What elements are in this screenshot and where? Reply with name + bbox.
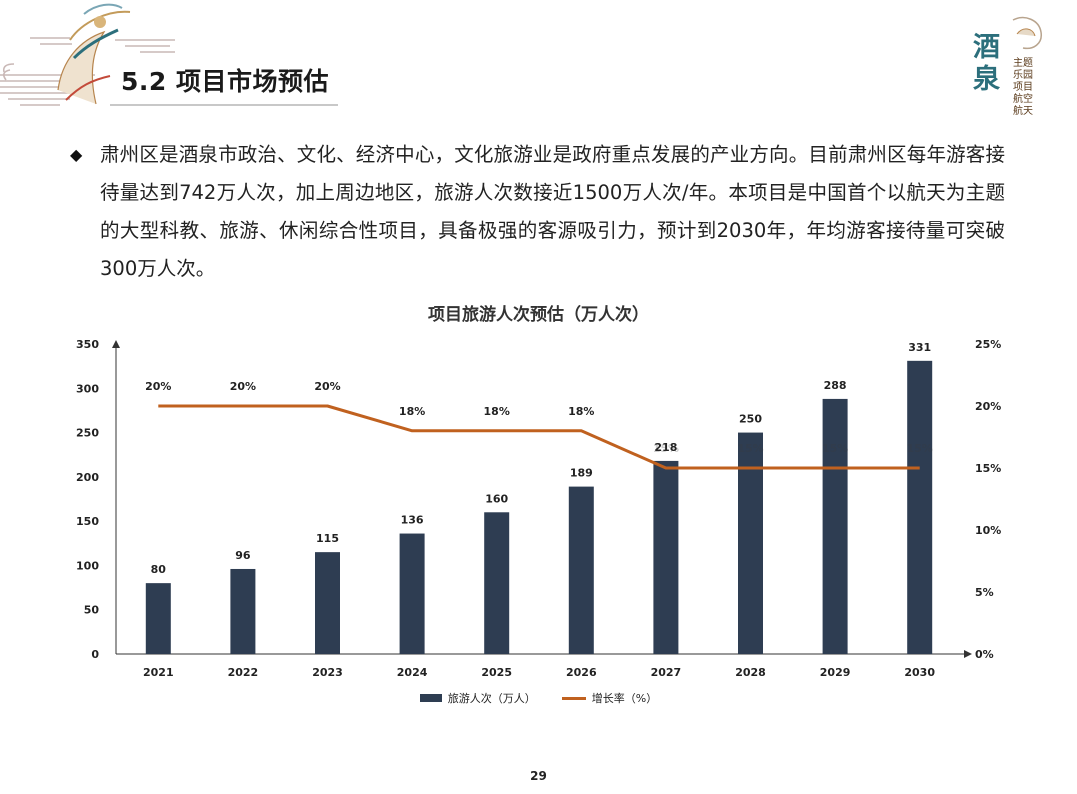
bar <box>822 398 848 654</box>
bar-value-label: 96 <box>235 549 251 562</box>
bar <box>399 533 425 654</box>
intro-paragraph: 肃州区是酒泉市政治、文化、经济中心，文化旅游业是政府重点发展的产业方向。目前肃州… <box>100 143 1005 280</box>
y-right-tick-label: 5% <box>975 586 994 599</box>
y-left-tick-label: 250 <box>76 427 99 440</box>
growth-value-label: 18% <box>399 405 425 418</box>
x-tick-label: 2021 <box>143 666 174 679</box>
y-right-tick-label: 10% <box>975 524 1001 537</box>
growth-value-label: 15% <box>822 442 848 455</box>
chart-title: 项目旅游人次预估（万人次） <box>428 305 649 325</box>
x-tick-label: 2025 <box>481 666 512 679</box>
growth-value-label: 15% <box>653 442 679 455</box>
logo-subtitle: 主题乐园项目航空航天 <box>1013 58 1033 117</box>
legend-item-visitors: 旅游人次（万人） <box>419 690 536 706</box>
y-left-tick-label: 350 <box>76 338 99 351</box>
growth-value-label: 18% <box>484 405 510 418</box>
page-title: 5.2 项目市场预估 <box>121 67 329 96</box>
bullet-icon: ◆ <box>70 145 83 164</box>
x-axis-arrow-icon <box>964 650 972 658</box>
y-left-tick-label: 200 <box>76 471 99 484</box>
growth-value-label: 18% <box>568 405 594 418</box>
bar-value-label: 189 <box>570 467 593 480</box>
chart-legend: 旅游人次（万人） 增长率（%） <box>0 690 1077 706</box>
bar <box>907 360 933 654</box>
brand-logo: 酒 泉 主题乐园项目航空航天 <box>973 14 1045 134</box>
logo-char-1: 酒 <box>973 32 1000 63</box>
y-axis-arrow-icon <box>112 340 120 348</box>
y-left-tick-label: 100 <box>76 559 99 572</box>
legend-item-growth: 增长率（%） <box>561 690 658 706</box>
legend-swatch-line <box>561 696 586 700</box>
y-left-tick-label: 300 <box>76 382 99 395</box>
growth-value-label: 20% <box>314 380 340 393</box>
bar-value-label: 331 <box>908 341 931 354</box>
bar-value-label: 288 <box>824 379 847 392</box>
bar <box>653 460 679 654</box>
y-right-tick-label: 15% <box>975 462 1001 475</box>
header-ornament <box>0 3 175 106</box>
x-tick-label: 2026 <box>566 666 597 679</box>
logo-ornament-icon <box>1012 16 1042 50</box>
growth-value-label: 20% <box>230 380 256 393</box>
bar-value-label: 136 <box>401 514 424 527</box>
x-tick-label: 2030 <box>904 666 935 679</box>
bar-value-label: 115 <box>316 532 339 545</box>
bar-value-label: 218 <box>654 441 677 454</box>
growth-line <box>158 404 920 470</box>
y-right-tick-label: 0% <box>975 648 994 661</box>
bar-value-label: 250 <box>739 413 762 426</box>
bar <box>315 552 340 654</box>
x-tick-label: 2028 <box>735 666 766 679</box>
bar <box>738 432 763 654</box>
growth-value-label: 15% <box>737 442 763 455</box>
x-tick-label: 2024 <box>397 666 428 679</box>
title-underline <box>110 104 338 106</box>
x-tick-label: 2022 <box>228 666 259 679</box>
bar <box>484 512 510 654</box>
bar-value-label: 160 <box>485 492 508 505</box>
bar <box>230 568 256 654</box>
x-tick-label: 2023 <box>312 666 343 679</box>
legend-label-growth: 增长率（%） <box>591 692 658 705</box>
bar <box>568 486 594 654</box>
y-left-tick-label: 150 <box>76 515 99 528</box>
legend-label-visitors: 旅游人次（万人） <box>447 692 536 705</box>
page-number: 29 <box>530 769 547 783</box>
y-left-tick-label: 50 <box>84 604 100 617</box>
y-left-tick-label: 0 <box>91 648 99 661</box>
y-right-tick-label: 20% <box>975 400 1001 413</box>
bar <box>145 583 171 654</box>
growth-value-label: 20% <box>145 380 171 393</box>
bar-value-label: 80 <box>151 563 167 576</box>
tourism-chart: 0 50 100 150 200 250 300 350 0% 5% 10% 15% 20% 25% 202… <box>76 338 1001 679</box>
x-tick-label: 2027 <box>651 666 682 679</box>
growth-value-label: 15% <box>907 442 933 455</box>
legend-swatch-bar <box>419 694 442 702</box>
logo-char-2: 泉 <box>973 64 1000 95</box>
y-right-tick-label: 25% <box>975 338 1001 351</box>
x-tick-label: 2029 <box>820 666 851 679</box>
